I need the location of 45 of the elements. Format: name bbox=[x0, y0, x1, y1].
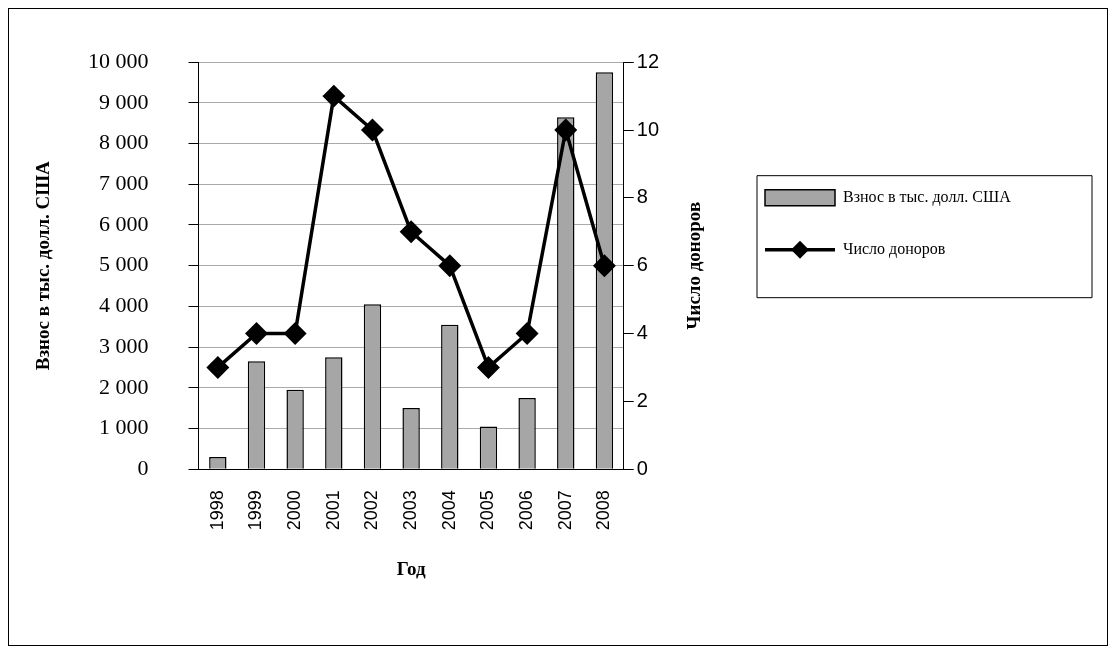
point bbox=[284, 322, 306, 345]
y2-tick-label: 6 bbox=[636, 253, 648, 276]
y2-tick-label: 2 bbox=[636, 388, 648, 411]
y-tick-label: 2 000 bbox=[99, 373, 149, 399]
point bbox=[555, 119, 577, 141]
y2-tick-label: 10 bbox=[636, 117, 659, 140]
y2-tick-label: 12 bbox=[636, 49, 659, 72]
y2-tick-label: 0 bbox=[636, 456, 648, 479]
y-tick-label: 9 000 bbox=[99, 88, 149, 114]
y-axis-title: Взнос в тыс. долл. США bbox=[32, 160, 54, 371]
legend-label: Взнос в тыс. долл. США bbox=[843, 187, 1012, 206]
x-tick-label: 2004 bbox=[438, 490, 459, 531]
y2-tick-label: 4 bbox=[636, 321, 648, 344]
point bbox=[245, 322, 268, 345]
y-tick-label: 7 000 bbox=[99, 170, 149, 196]
y-tick-label: 8 000 bbox=[99, 129, 149, 155]
point bbox=[323, 85, 345, 107]
y-tick-label: 1 000 bbox=[99, 414, 149, 440]
point bbox=[477, 356, 500, 379]
y-tick-label: 0 bbox=[137, 454, 149, 480]
point bbox=[516, 322, 538, 345]
x-tick-label: 2006 bbox=[516, 490, 537, 531]
x-tick-label: 2008 bbox=[593, 490, 614, 531]
x-tick-label: 2003 bbox=[400, 490, 421, 531]
point bbox=[361, 119, 384, 141]
x-tick-label: 2007 bbox=[554, 490, 575, 531]
y-tick-label: 5 000 bbox=[99, 251, 149, 277]
point bbox=[439, 254, 461, 277]
x-tick-label: 2002 bbox=[361, 490, 382, 531]
x-tick-label: 2005 bbox=[477, 490, 498, 531]
point bbox=[400, 221, 422, 243]
legend-label: Число доноров bbox=[843, 239, 946, 258]
y-tick-label: 10 000 bbox=[88, 47, 149, 73]
y-tick-label: 6 000 bbox=[99, 210, 149, 236]
x-tick-label: 2001 bbox=[322, 490, 343, 531]
y2-tick-label: 8 bbox=[636, 185, 648, 208]
x-tick-label: 1999 bbox=[245, 490, 266, 531]
y-tick-label: 3 000 bbox=[99, 332, 149, 358]
x-tick-label: 2000 bbox=[284, 490, 305, 531]
x-axis-title: Год bbox=[396, 557, 427, 579]
point bbox=[593, 254, 616, 277]
y-tick-label: 4 000 bbox=[99, 292, 149, 318]
point bbox=[207, 356, 229, 379]
x-tick-label: 1998 bbox=[206, 490, 227, 531]
y2-axis-title: Число доноров bbox=[682, 201, 704, 330]
